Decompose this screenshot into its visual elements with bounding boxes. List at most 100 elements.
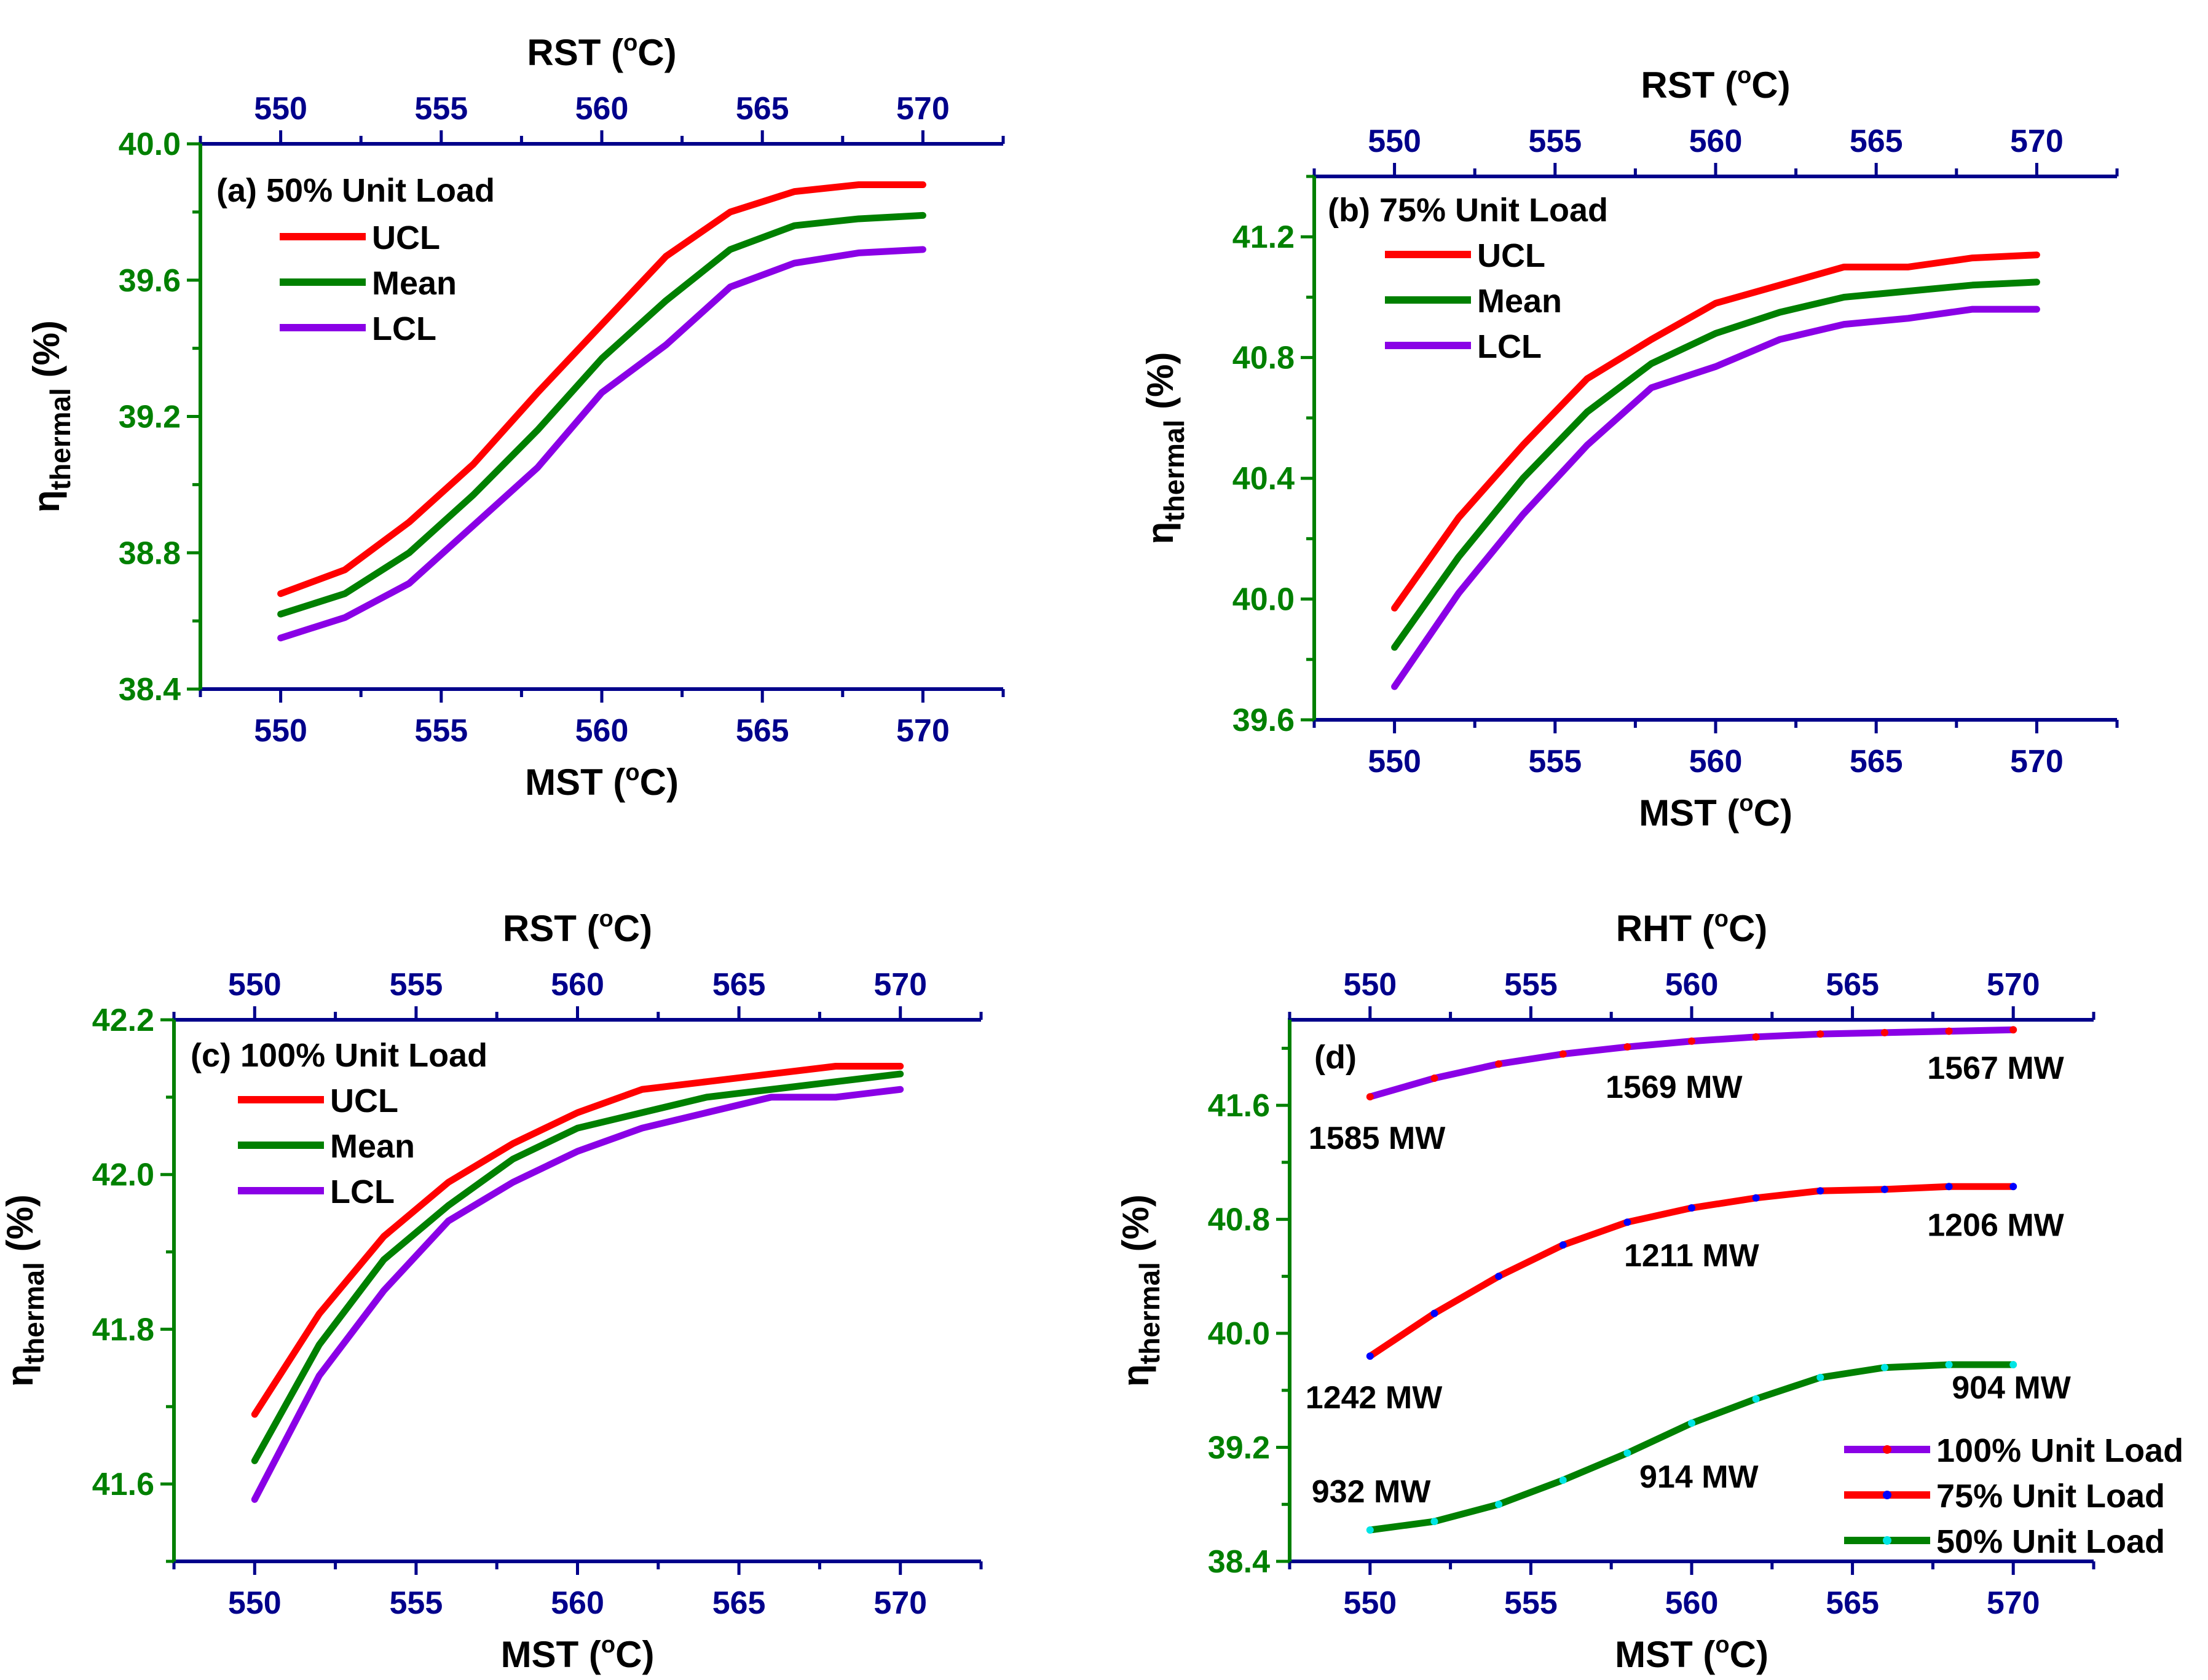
panel-label: (b) 75% Unit Load bbox=[1328, 192, 1608, 229]
data-point bbox=[1816, 1373, 1824, 1381]
series-line-lcl bbox=[251, 1086, 904, 1503]
left-tick-label: 39.6 bbox=[1232, 703, 1295, 738]
bottom-tick-label: 550 bbox=[228, 1585, 282, 1621]
top-tick-label: 565 bbox=[1850, 124, 1903, 159]
legend-label: Mean bbox=[330, 1128, 415, 1165]
data-point bbox=[1430, 1075, 1438, 1083]
legend-label: 50% Unit Load bbox=[1936, 1523, 2165, 1560]
top-tick-label: 570 bbox=[1987, 967, 2040, 1003]
data-point bbox=[1816, 1030, 1824, 1038]
annotation-label: 914 MW bbox=[1639, 1459, 1759, 1495]
left-tick-label: 38.4 bbox=[1208, 1544, 1270, 1580]
data-point bbox=[1623, 1043, 1631, 1051]
bottom-tick-label: 560 bbox=[575, 713, 629, 749]
data-point bbox=[2009, 1361, 2017, 1369]
bottom-tick-label: 555 bbox=[414, 713, 468, 749]
top-tick-label: 555 bbox=[414, 91, 468, 127]
left-tick-label: 42.2 bbox=[92, 1003, 154, 1038]
data-point bbox=[1688, 1037, 1695, 1045]
left-tick-label: 40.8 bbox=[1232, 341, 1295, 376]
top-axis-title: RHT (oC) bbox=[1616, 906, 1768, 949]
bottom-tick-label: 550 bbox=[1368, 744, 1421, 779]
panel-label: (c) 100% Unit Load bbox=[191, 1037, 487, 1074]
data-point bbox=[1945, 1361, 1953, 1369]
series-line-lcl bbox=[277, 246, 926, 642]
annotation-label: 1242 MW bbox=[1306, 1380, 1443, 1416]
data-point bbox=[1945, 1027, 1953, 1035]
data-point bbox=[1752, 1395, 1760, 1403]
data-point bbox=[1495, 1060, 1503, 1068]
data-point bbox=[1430, 1309, 1438, 1317]
series-line-ucl bbox=[251, 1063, 904, 1418]
bottom-tick-label: 555 bbox=[1528, 744, 1582, 779]
legend-marker bbox=[1883, 1445, 1891, 1454]
legend-label: UCL bbox=[1477, 237, 1545, 274]
legend-label: 75% Unit Load bbox=[1936, 1478, 2165, 1515]
legend-label: Mean bbox=[372, 265, 457, 302]
bottom-tick-label: 570 bbox=[873, 1585, 927, 1621]
legend-label: LCL bbox=[372, 310, 436, 347]
bottom-tick-label: 550 bbox=[254, 713, 307, 749]
series-line-lcl bbox=[1391, 306, 2040, 690]
data-point bbox=[1559, 1476, 1567, 1484]
data-point bbox=[1880, 1363, 1888, 1371]
top-tick-label: 560 bbox=[551, 967, 604, 1003]
top-tick-label: 565 bbox=[1826, 967, 1879, 1003]
top-tick-label: 570 bbox=[873, 967, 927, 1003]
top-axis-title: RST (oC) bbox=[527, 30, 676, 73]
bottom-axis-title: MST (oC) bbox=[525, 760, 679, 803]
bottom-tick-label: 565 bbox=[1850, 744, 1903, 779]
legend-label: UCL bbox=[372, 219, 440, 256]
series-line-mean bbox=[251, 1070, 904, 1464]
panel-label: (d) bbox=[1314, 1039, 1357, 1076]
left-tick-label: 38.4 bbox=[119, 672, 181, 708]
panel-b: 550 550 555 555 560 560 565 565 570 570 39.6 40.0 40… bbox=[1140, 63, 2119, 834]
data-point bbox=[1559, 1050, 1567, 1058]
bottom-tick-label: 565 bbox=[712, 1585, 766, 1621]
bottom-axis-title: MST (oC) bbox=[501, 1632, 655, 1675]
bottom-tick-label: 565 bbox=[1826, 1585, 1879, 1621]
top-tick-label: 555 bbox=[390, 967, 443, 1003]
data-point bbox=[2009, 1183, 2017, 1191]
data-point bbox=[2009, 1026, 2017, 1034]
data-point bbox=[1688, 1419, 1695, 1427]
annotation-label: 1585 MW bbox=[1309, 1121, 1446, 1156]
legend-marker bbox=[1883, 1536, 1891, 1545]
data-point bbox=[1366, 1352, 1374, 1360]
panel-d: 550 550 555 555 560 560 565 565 570 570 38.4 39.2 40… bbox=[1115, 906, 2183, 1675]
left-tick-label: 39.2 bbox=[1208, 1430, 1270, 1466]
data-point bbox=[1366, 1526, 1374, 1534]
top-tick-label: 565 bbox=[736, 91, 789, 127]
bottom-axis-title: MST (oC) bbox=[1615, 1632, 1768, 1675]
data-point bbox=[1688, 1204, 1695, 1212]
panel-c: 550 550 555 555 560 560 565 565 570 570 41.6 41.8 42… bbox=[0, 906, 983, 1675]
top-axis-title: RST (oC) bbox=[1641, 63, 1790, 106]
annotation-label: 932 MW bbox=[1312, 1474, 1432, 1510]
top-tick-label: 570 bbox=[2010, 124, 2064, 159]
left-axis-title: ηthermal (%) bbox=[1140, 352, 1190, 545]
top-tick-label: 565 bbox=[712, 967, 766, 1003]
bottom-tick-label: 560 bbox=[1689, 744, 1743, 779]
bottom-tick-label: 570 bbox=[896, 713, 950, 749]
annotation-label: 1567 MW bbox=[1927, 1051, 2064, 1086]
series-line-ucl bbox=[277, 181, 926, 597]
data-point bbox=[1880, 1185, 1888, 1193]
top-tick-label: 570 bbox=[896, 91, 950, 127]
data-point bbox=[1559, 1241, 1567, 1249]
left-tick-label: 41.6 bbox=[92, 1467, 154, 1502]
series-line-ucl bbox=[1391, 251, 2040, 612]
annotation-label: 1206 MW bbox=[1927, 1207, 2064, 1243]
panel-label: (a) 50% Unit Load bbox=[216, 172, 495, 209]
bottom-tick-label: 570 bbox=[1987, 1585, 2040, 1621]
data-point bbox=[1945, 1183, 1953, 1191]
top-tick-label: 560 bbox=[1665, 967, 1719, 1003]
left-tick-label: 39.2 bbox=[119, 400, 181, 435]
left-tick-label: 39.6 bbox=[119, 263, 181, 299]
top-tick-label: 550 bbox=[254, 91, 307, 127]
series-line-mean bbox=[1391, 278, 2040, 651]
top-tick-label: 555 bbox=[1528, 124, 1582, 159]
annotation-label: 904 MW bbox=[1952, 1370, 2072, 1406]
bottom-tick-label: 550 bbox=[1343, 1585, 1397, 1621]
top-axis-title: RST (oC) bbox=[503, 906, 652, 949]
left-tick-label: 42.0 bbox=[92, 1157, 154, 1193]
